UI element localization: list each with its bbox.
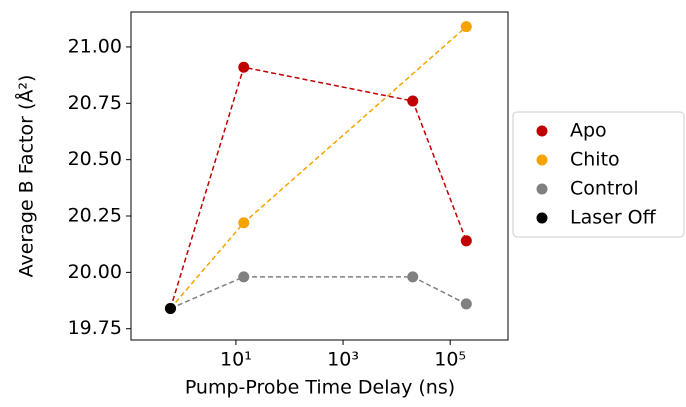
data-point [238,271,250,283]
legend-label: Chito [570,149,620,171]
y-tick-label: 20.75 [68,92,122,114]
y-tick-label: 19.75 [68,317,122,339]
x-tick-label: 10¹ [220,349,252,371]
data-point [460,21,472,33]
data-point [460,298,472,310]
legend-label: Apo [570,120,607,142]
series-line [170,276,467,310]
legend-marker [536,154,548,166]
y-tick-label: 21.00 [68,35,122,57]
y-axis-label: Average B Factor (Å²) [15,75,38,278]
legend-marker [536,125,548,137]
plot-frame [130,11,509,341]
data-point [238,61,250,73]
legend-marker [536,212,548,224]
y-tick-label: 20.00 [68,261,122,283]
data-point [238,217,250,229]
x-axis-label: Pump-Probe Time Delay (ns) [185,377,455,399]
legend-label: Laser Off [570,207,657,229]
series-line [169,26,467,309]
data-point [460,235,472,247]
data-point [164,302,176,314]
y-tick-label: 20.25 [68,205,122,227]
legend-marker [536,183,548,195]
legend-box [512,111,685,238]
data-point [407,95,419,107]
x-tick-label: 10³ [327,349,359,371]
y-tick-label: 20.50 [68,148,122,170]
series-line [169,66,468,309]
legend-label: Control [570,178,639,200]
x-tick-label: 10⁵ [434,349,466,371]
data-point [407,271,419,283]
